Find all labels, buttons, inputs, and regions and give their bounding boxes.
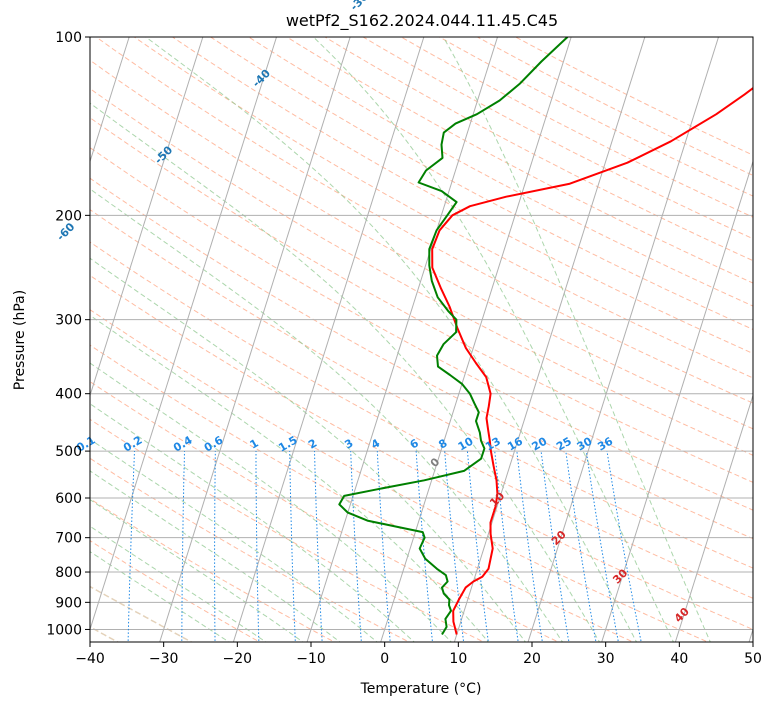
x-tick-label: 0 bbox=[380, 651, 389, 667]
x-axis-title: Temperature (°C) bbox=[360, 681, 482, 697]
y-axis: 100 200 300 400 500 600 700 800 900 1000 bbox=[46, 30, 90, 638]
plot-frame bbox=[89, 36, 754, 643]
x-tick-label: 20 bbox=[523, 651, 541, 667]
x-tick-label: −20 bbox=[223, 651, 253, 667]
isotherms bbox=[0, 24, 753, 645]
dry-adiabat bbox=[90, 87, 753, 456]
y-tick-label: 700 bbox=[55, 531, 82, 547]
y-tick-label: 200 bbox=[55, 208, 82, 224]
isotherm-line bbox=[232, 37, 425, 642]
profiles bbox=[338, 37, 753, 636]
y-tick-label: 300 bbox=[55, 313, 82, 329]
dry-adiabat bbox=[247, 37, 753, 307]
temperature-line bbox=[431, 86, 753, 635]
isotherm-line bbox=[90, 37, 130, 164]
moist-adiabat bbox=[145, 37, 638, 642]
moist-adiabat bbox=[90, 470, 341, 642]
dry-adiabat bbox=[209, 37, 753, 331]
y-tick-label: 500 bbox=[55, 444, 82, 460]
isotherm-line bbox=[306, 37, 499, 642]
isotherm-line bbox=[0, 24, 60, 645]
x-axis: −40 −30 −20 −10 0 10 20 30 40 50 bbox=[75, 642, 762, 667]
isotherm-line bbox=[159, 37, 351, 642]
dry-adiabat bbox=[90, 209, 753, 569]
y-tick-label: 900 bbox=[55, 595, 82, 611]
y-tick-label: 100 bbox=[55, 30, 82, 46]
y-tick-label: 600 bbox=[55, 491, 82, 507]
dry-adiabat bbox=[90, 309, 710, 642]
x-tick-label: 30 bbox=[597, 651, 615, 667]
isotherm-line bbox=[453, 37, 646, 642]
isotherm-line bbox=[380, 37, 572, 642]
dry-adiabat bbox=[90, 177, 753, 540]
x-tick-label: −40 bbox=[75, 651, 105, 667]
y-tick-label: 400 bbox=[55, 387, 82, 403]
y-tick-label: 1000 bbox=[46, 622, 82, 638]
plot-area bbox=[0, 24, 753, 645]
moist-adiabat bbox=[313, 37, 674, 642]
isotherm-line bbox=[527, 37, 720, 642]
isotherm-line bbox=[601, 159, 753, 642]
dry-adiabat bbox=[285, 37, 753, 284]
dry-adiabat bbox=[90, 146, 753, 511]
x-tick-label: 40 bbox=[670, 651, 688, 667]
mixing-ratio-line bbox=[606, 451, 642, 642]
isotherm-line bbox=[90, 37, 204, 398]
dry-adiabat bbox=[90, 418, 485, 642]
mixing-ratio-line bbox=[516, 451, 543, 642]
x-tick-label: 50 bbox=[744, 651, 762, 667]
dewpoint-line bbox=[338, 37, 569, 636]
isotherm-line bbox=[674, 393, 753, 642]
mixing-ratio-line bbox=[565, 451, 597, 642]
mixing-ratio-lines bbox=[78, 451, 642, 644]
gridlines bbox=[90, 37, 753, 630]
x-tick-label: −10 bbox=[296, 651, 326, 667]
chart-title: wetPf2_S162.2024.044.11.45.C45 bbox=[286, 11, 558, 31]
y-tick-label: 800 bbox=[55, 565, 82, 581]
mixing-ratio-line bbox=[585, 451, 619, 642]
isotherm-line bbox=[90, 37, 278, 632]
y-axis-title: Pressure (hPa) bbox=[12, 290, 28, 390]
mixing-ratio-line bbox=[540, 451, 570, 642]
dry-adiabat bbox=[90, 117, 753, 483]
x-tick-label: −30 bbox=[149, 651, 179, 667]
mixing-ratio-line bbox=[78, 451, 88, 644]
x-tick-label: 10 bbox=[449, 651, 467, 667]
moist-adiabat bbox=[442, 37, 711, 642]
